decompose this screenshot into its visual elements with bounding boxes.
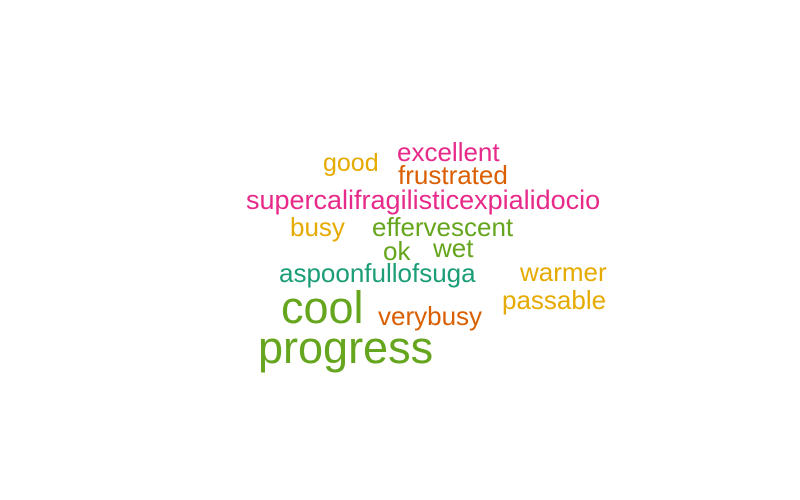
word-frustrated: frustrated	[398, 160, 508, 190]
word-aspoonfullofsuga: aspoonfullofsuga	[279, 258, 476, 288]
word-cool: cool	[281, 282, 364, 333]
word-effervescent: effervescent	[372, 212, 514, 242]
word-supercalifragilisticexpialidocio: supercalifragilisticexpialidocio	[246, 185, 601, 215]
word-good: good	[323, 149, 379, 177]
word-excellent: excellent	[397, 137, 500, 167]
word-busy: busy	[290, 212, 345, 242]
word-wet: wet	[433, 233, 474, 263]
word-ok: ok	[383, 236, 411, 266]
word-passable: passable	[502, 285, 607, 315]
word-warmer: warmer	[520, 257, 607, 287]
word-progress: progress	[258, 322, 434, 373]
word-verybusy: verybusy	[378, 301, 483, 331]
